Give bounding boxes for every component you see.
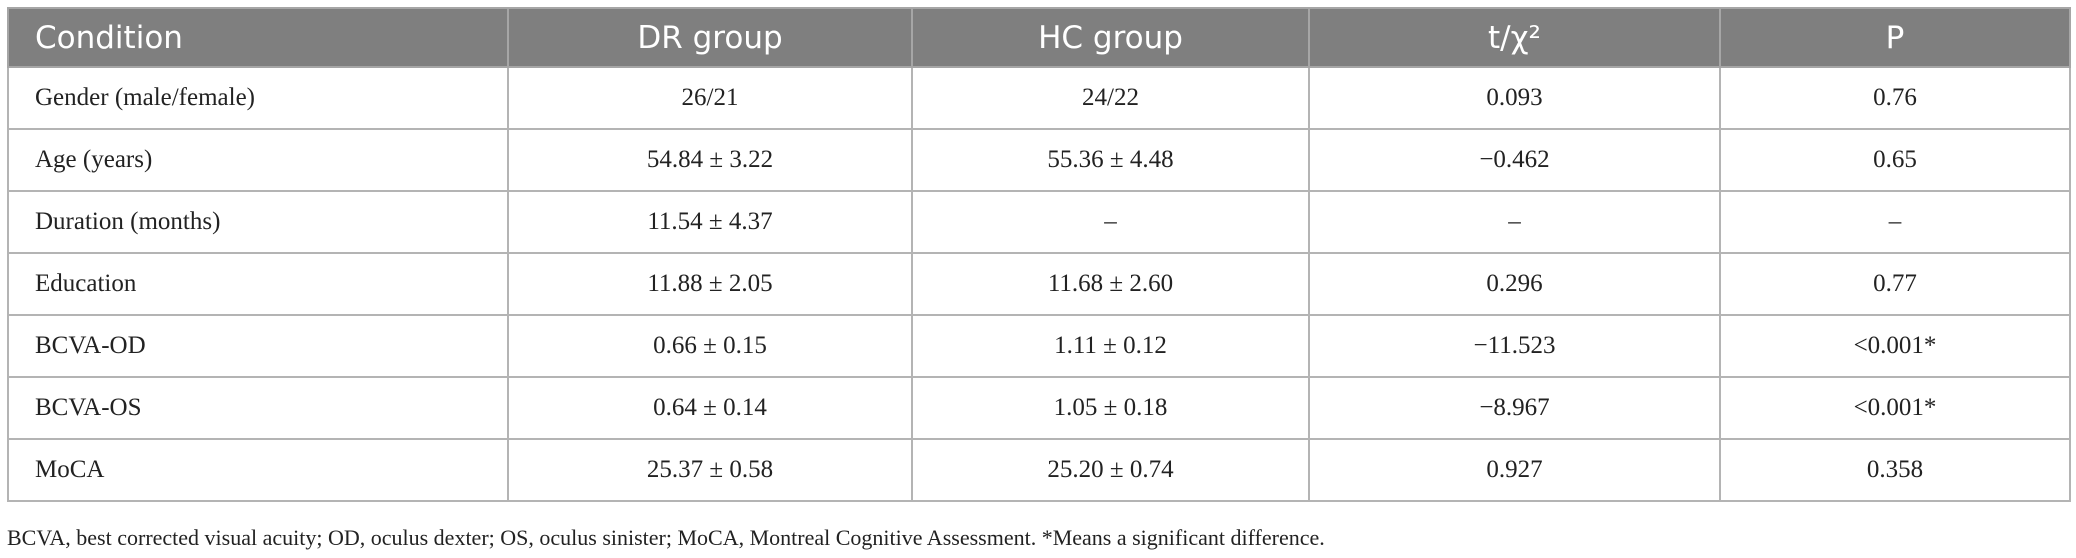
table-cell: – [911, 190, 1310, 254]
table-row: BCVA-OS 0.64 ± 0.14 1.05 ± 0.18 −8.967 <0.00… [7, 376, 2071, 440]
table-row: Gender (male/female) 26/21 24/22 0.093 0.76 [7, 66, 2071, 130]
table-cell: – [1308, 190, 1721, 254]
header-cell: HC group [911, 7, 1310, 68]
table-cell: 11.88 ± 2.05 [507, 252, 913, 316]
table-cell: 1.11 ± 0.12 [911, 314, 1310, 378]
table-cell: 25.20 ± 0.74 [911, 438, 1310, 502]
table-cell: −11.523 [1308, 314, 1721, 378]
table-cell: BCVA-OD [7, 314, 509, 378]
header-cell: P [1719, 7, 2071, 68]
header-cell: Condition [7, 7, 509, 68]
table-cell: 0.65 [1719, 128, 2071, 192]
table-cell: 11.54 ± 4.37 [507, 190, 913, 254]
table-cell: 0.76 [1719, 66, 2071, 130]
table-cell: 25.37 ± 0.58 [507, 438, 913, 502]
table-row: Education 11.88 ± 2.05 11.68 ± 2.60 0.296 0.… [7, 252, 2071, 316]
table-cell: −0.462 [1308, 128, 1721, 192]
table-cell: 55.36 ± 4.48 [911, 128, 1310, 192]
table-cell: Duration (months) [7, 190, 509, 254]
table-row: BCVA-OD 0.66 ± 0.15 1.11 ± 0.12 −11.523 <0.0… [7, 314, 2071, 378]
table-cell: 0.64 ± 0.14 [507, 376, 913, 440]
table-cell: 1.05 ± 0.18 [911, 376, 1310, 440]
table-cell: <0.001* [1719, 314, 2071, 378]
footnote: BCVA, best corrected visual acuity; OD, … [7, 525, 1325, 550]
table-cell: 0.358 [1719, 438, 2071, 502]
header-row: Condition DR group HC group t/χ² P [7, 7, 2071, 68]
table-cell: 0.093 [1308, 66, 1721, 130]
table-cell: 24/22 [911, 66, 1310, 130]
table-cell: 54.84 ± 3.22 [507, 128, 913, 192]
table-cell: <0.001* [1719, 376, 2071, 440]
table-cell: Gender (male/female) [7, 66, 509, 130]
data-table: Condition DR group HC group t/χ² P Gender (m… [7, 7, 2071, 502]
table-cell: 0.296 [1308, 252, 1721, 316]
table-cell: Education [7, 252, 509, 316]
table-row: Age (years) 54.84 ± 3.22 55.36 ± 4.48 −0.46… [7, 128, 2071, 192]
table-cell: 26/21 [507, 66, 913, 130]
table-cell: 0.927 [1308, 438, 1721, 502]
table-cell: Age (years) [7, 128, 509, 192]
table-cell: – [1719, 190, 2071, 254]
table-cell: 11.68 ± 2.60 [911, 252, 1310, 316]
table-body: Gender (male/female) 26/21 24/22 0.093 0.76 A… [7, 66, 2071, 502]
table-cell: −8.967 [1308, 376, 1721, 440]
table-cell: MoCA [7, 438, 509, 502]
table-cell: 0.66 ± 0.15 [507, 314, 913, 378]
table-row: MoCA 25.37 ± 0.58 25.20 ± 0.74 0.927 0.358 [7, 438, 2071, 502]
header-cell: DR group [507, 7, 913, 68]
table-cell: 0.77 [1719, 252, 2071, 316]
table-row: Duration (months) 11.54 ± 4.37– – – [7, 190, 2071, 254]
header-cell: t/χ² [1308, 7, 1721, 68]
table-cell: BCVA-OS [7, 376, 509, 440]
